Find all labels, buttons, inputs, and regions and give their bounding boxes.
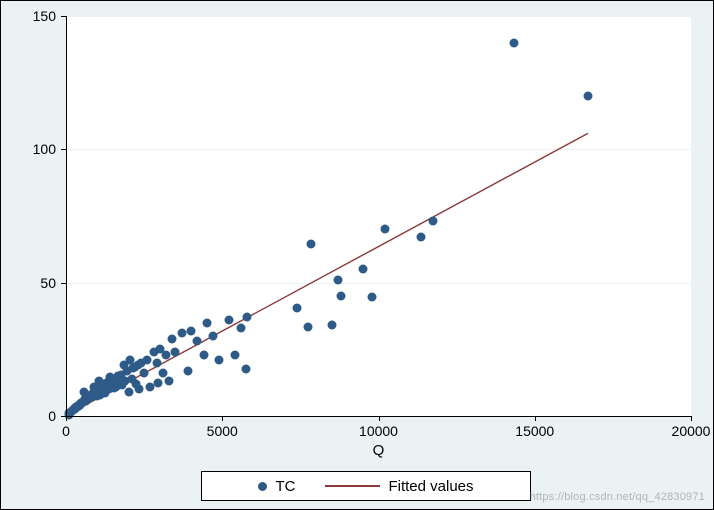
legend-item-line: Fitted values: [325, 478, 473, 495]
y-tick-label: 150: [1, 8, 56, 24]
data-point: [140, 369, 149, 378]
data-point: [177, 329, 186, 338]
x-axis-label: Q: [373, 442, 385, 459]
line-icon: [325, 485, 380, 486]
y-tick-label: 100: [1, 141, 56, 157]
y-tick: [61, 149, 66, 150]
data-point: [215, 356, 224, 365]
x-tick: [535, 416, 536, 421]
legend-item-scatter: TC: [258, 478, 295, 495]
x-tick-label: 20000: [672, 423, 711, 439]
data-point: [307, 240, 316, 249]
data-point: [327, 321, 336, 330]
data-point: [358, 265, 367, 274]
data-point: [583, 92, 592, 101]
x-tick: [691, 416, 692, 421]
data-point: [202, 318, 211, 327]
data-point: [429, 217, 438, 226]
watermark-text: https://blog.csdn.net/qq_42830971: [530, 491, 705, 503]
data-point: [187, 326, 196, 335]
legend-line-label: Fitted values: [388, 478, 473, 495]
x-tick-label: 15000: [515, 423, 554, 439]
data-point: [224, 316, 233, 325]
chart-container: TC Fitted values https://blog.csdn.net/q…: [0, 0, 714, 510]
data-point: [135, 385, 144, 394]
x-tick-label: 0: [62, 423, 70, 439]
data-point: [230, 350, 239, 359]
data-point: [152, 358, 161, 367]
x-tick: [222, 416, 223, 421]
data-point: [165, 377, 174, 386]
data-point: [143, 356, 152, 365]
y-tick-label: 0: [1, 408, 56, 424]
data-point: [416, 233, 425, 242]
x-tick: [66, 416, 67, 421]
y-tick: [61, 16, 66, 17]
x-tick-label: 5000: [207, 423, 238, 439]
circle-marker-icon: [258, 482, 267, 491]
data-point: [171, 348, 180, 357]
data-point: [243, 313, 252, 322]
legend: TC Fitted values: [201, 471, 531, 501]
data-point: [168, 334, 177, 343]
data-point: [368, 293, 377, 302]
data-point: [241, 365, 250, 374]
data-point: [154, 378, 163, 387]
data-point: [304, 322, 313, 331]
data-point: [162, 350, 171, 359]
data-point: [237, 324, 246, 333]
data-point: [183, 366, 192, 375]
data-point: [193, 337, 202, 346]
legend-scatter-label: TC: [275, 478, 295, 495]
fitted-line: [66, 16, 691, 416]
data-point: [380, 225, 389, 234]
data-point: [337, 292, 346, 301]
plot-area: [66, 16, 691, 416]
data-point: [293, 304, 302, 313]
data-point: [199, 350, 208, 359]
y-tick-label: 50: [1, 275, 56, 291]
x-tick-label: 10000: [359, 423, 398, 439]
data-point: [333, 276, 342, 285]
data-point: [124, 388, 133, 397]
data-point: [510, 38, 519, 47]
y-tick: [61, 283, 66, 284]
y-axis: [66, 16, 67, 416]
x-tick: [379, 416, 380, 421]
data-point: [208, 332, 217, 341]
